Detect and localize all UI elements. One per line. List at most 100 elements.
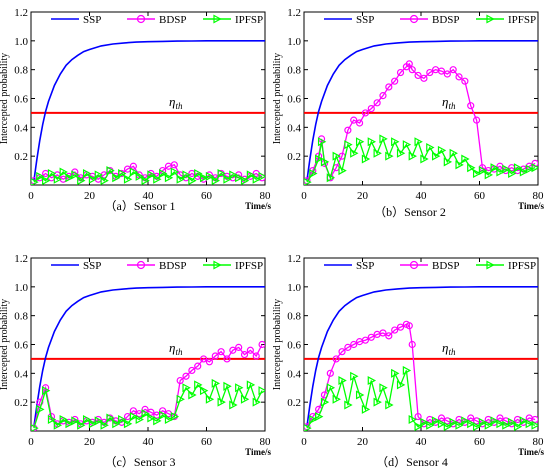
data-point [235, 173, 244, 183]
data-point [385, 151, 394, 161]
data-point [455, 420, 464, 430]
data-point [94, 170, 104, 180]
threshold-label: ηth [442, 340, 456, 357]
data-point [82, 414, 92, 424]
x-tick-label: 60 [201, 190, 213, 202]
series-SSP [33, 39, 265, 181]
data-point [88, 174, 98, 184]
data-point [240, 394, 250, 404]
data-point [443, 70, 451, 78]
data-point [344, 343, 352, 351]
data-point [490, 163, 499, 173]
x-tick-label: 40 [143, 190, 155, 202]
data-point [461, 154, 470, 164]
data-point [36, 398, 44, 406]
legend-item-SSP: SSP [51, 14, 101, 26]
data-point [317, 137, 327, 147]
legend-marker [213, 14, 222, 24]
threshold-label-main: η [442, 94, 448, 109]
data-point [437, 419, 447, 429]
data-point [153, 416, 162, 426]
data-point [217, 348, 225, 356]
series-IPFSP [31, 378, 265, 431]
x-tick-label: 0 [28, 436, 34, 448]
data-point [472, 422, 482, 431]
data-point [194, 362, 202, 370]
x-tick-label: 20 [357, 190, 369, 202]
legend-marker [136, 14, 146, 24]
data-point [246, 170, 256, 180]
data-point [426, 420, 435, 430]
data-point [402, 365, 412, 375]
panel-caption: （b）Sensor 2 [374, 205, 446, 219]
data-point [71, 170, 80, 180]
data-point [350, 116, 358, 124]
x-tick-label: 80 [533, 190, 545, 202]
series-IPFSP [304, 134, 538, 185]
legend-marker [409, 14, 419, 24]
data-point [129, 412, 139, 422]
data-point [106, 166, 115, 176]
data-point [309, 414, 318, 424]
data-point [432, 416, 441, 426]
data-point [176, 394, 185, 404]
data-point [408, 340, 416, 349]
x-tick-label: 0 [301, 436, 307, 448]
x-tick-label: 60 [474, 190, 486, 202]
data-point [223, 381, 232, 391]
data-point [309, 168, 318, 178]
data-point [455, 73, 463, 81]
legend-item-SSP: SSP [324, 260, 374, 272]
threshold-label-main: η [169, 340, 175, 355]
data-point [502, 164, 511, 174]
data-point [182, 383, 191, 393]
data-point [449, 66, 457, 74]
y-tick-label: 0.8 [287, 65, 301, 77]
legend-label: BDSP [432, 260, 460, 272]
legend-marker [486, 14, 495, 24]
series-line [306, 285, 538, 427]
data-point [252, 174, 261, 184]
data-point [304, 177, 312, 185]
data-point [199, 355, 208, 363]
data-point [229, 346, 237, 354]
threshold-label-sub: th [449, 347, 457, 357]
data-point [235, 343, 243, 351]
data-point [223, 174, 232, 184]
data-point [59, 167, 68, 177]
data-point [519, 167, 529, 177]
legend-label: SSP [356, 14, 374, 26]
data-point [496, 414, 504, 422]
y-axis-label: Intercepted probability [0, 299, 10, 390]
data-point [396, 148, 406, 158]
data-point [414, 137, 423, 147]
data-point [42, 386, 51, 396]
data-point [472, 168, 482, 178]
legend-label: SSP [83, 260, 101, 272]
data-point [408, 414, 417, 424]
legend-item-SSP: SSP [324, 14, 374, 26]
data-point [467, 163, 476, 173]
data-point [170, 412, 180, 422]
panel-caption: （d）Sensor 4 [376, 455, 448, 469]
data-point [229, 400, 238, 410]
y-tick-label: 0.2 [287, 397, 301, 409]
legend-label: IPFSP [508, 14, 536, 26]
data-point [135, 171, 144, 181]
chart-panel-4: 0.2 0.4 0.6 0.8 1.0 1.2 0 20 40 60 80 Intercepted p… [272, 253, 544, 469]
data-point [405, 322, 413, 330]
data-point [426, 68, 434, 77]
data-point [258, 340, 265, 349]
y-axis-label: Intercepted probability [0, 53, 10, 144]
data-point [141, 409, 150, 419]
data-point [211, 352, 219, 360]
legend-marker [136, 260, 146, 270]
y-tick-label: 0.8 [14, 65, 28, 77]
data-point [484, 420, 494, 430]
data-point [112, 173, 121, 183]
y-tick-label: 0.6 [287, 340, 301, 352]
data-point [490, 416, 499, 426]
data-point [188, 366, 196, 375]
data-point [472, 116, 481, 124]
legend-marker [213, 260, 222, 270]
